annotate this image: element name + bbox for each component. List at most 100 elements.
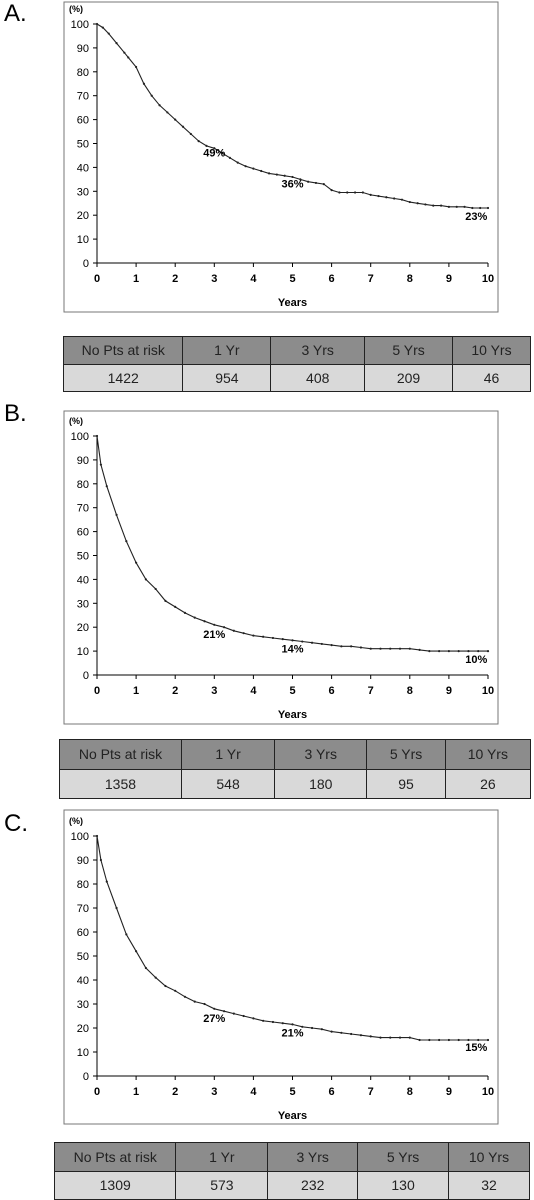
plot-frame: [63, 809, 499, 1125]
y-tick-label: 100: [71, 19, 89, 31]
table-header-cell: 10 Yrs: [447, 1142, 531, 1172]
survival-point: [260, 169, 263, 173]
survival-point: [439, 204, 443, 207]
survival-point: [486, 1038, 490, 1042]
survival-point: [438, 1038, 441, 1042]
survival-point: [174, 605, 177, 608]
survival-point: [125, 933, 128, 936]
survival-point: [408, 200, 411, 204]
table-value-cell: 573: [175, 1170, 269, 1200]
y-tick-label: 100: [71, 831, 89, 843]
x-tick-label: 1: [133, 685, 139, 697]
x-tick-label: 4: [250, 1086, 257, 1098]
survival-point: [447, 205, 450, 208]
patients-at-risk-table: No Pts at risk 1 Yr 3 Yrs 5 Yrs 10 Yrs 1…: [62, 336, 532, 392]
table-value-cell: 209: [364, 363, 453, 392]
y-tick-label: 80: [77, 479, 89, 491]
survival-point: [369, 647, 372, 650]
survival-point: [197, 140, 200, 143]
survival-point: [242, 1014, 245, 1018]
survival-point: [408, 647, 411, 650]
y-tick-label: 30: [77, 999, 89, 1011]
x-tick-label: 8: [407, 685, 413, 697]
survival-point: [222, 1010, 226, 1013]
survival-point: [105, 485, 108, 488]
x-tick-label: 9: [446, 273, 452, 285]
survival-point: [158, 104, 161, 107]
survival-point: [115, 42, 118, 45]
table-header-cell: 5 Yrs: [366, 739, 446, 770]
y-tick-label: 30: [77, 598, 89, 610]
survival-point: [457, 650, 460, 653]
survival-point: [359, 646, 363, 649]
panel-c: C. 0 10 20 30 40 50 60 70 80 90 100 0 1 2 3 4 5 6 7 8 9 10 (%)…: [0, 809, 534, 1200]
survival-point: [203, 620, 206, 623]
table-value-cell: 232: [267, 1170, 359, 1200]
survival-point: [408, 1036, 411, 1039]
y-tick-label: 100: [71, 431, 89, 443]
survival-point: [213, 623, 216, 626]
y-tick-label: 20: [77, 1023, 89, 1035]
survival-point: [330, 189, 333, 192]
x-tick-label: 5: [289, 685, 295, 697]
survival-point: [262, 635, 265, 638]
table-values-row: 1422 954 408 209 46: [62, 363, 532, 392]
survival-point: [164, 984, 167, 988]
survival-point: [369, 1035, 372, 1038]
table-value-cell: 26: [444, 768, 532, 799]
y-tick-label: 90: [77, 43, 89, 55]
y-tick-label: 80: [77, 67, 89, 79]
survival-point: [242, 632, 245, 635]
survival-point: [291, 639, 294, 642]
x-tick-label: 10: [482, 685, 494, 697]
table-value-cell: 1422: [62, 363, 184, 392]
x-tick-label: 4: [250, 685, 257, 697]
table-header-cell: No Pts at risk: [62, 336, 184, 365]
data-label: 23%: [465, 211, 487, 223]
table-value-cell: 46: [451, 363, 532, 392]
table-header-cell: 1 Yr: [175, 1142, 269, 1172]
x-tick-label: 0: [94, 1086, 100, 1098]
x-tick-label: 6: [329, 273, 335, 285]
data-label: 15%: [465, 1042, 487, 1054]
survival-point: [307, 180, 310, 183]
table-value-cell: 408: [270, 363, 366, 392]
survival-point: [320, 1028, 323, 1031]
table-value-cell: 130: [357, 1170, 449, 1200]
survival-point: [385, 196, 388, 199]
survival-point: [291, 1023, 294, 1026]
survival-point: [455, 205, 458, 208]
survival-point: [115, 513, 118, 516]
table-header-cell: 3 Yrs: [270, 336, 366, 365]
survival-point: [467, 1038, 470, 1042]
y-tick-label: 10: [77, 1047, 89, 1059]
y-tick-label: 30: [77, 186, 89, 198]
y-tick-label: 20: [77, 622, 89, 634]
x-tick-label: 10: [482, 273, 494, 285]
x-tick-label: 4: [250, 273, 257, 285]
survival-point: [398, 1036, 402, 1039]
survival-point: [183, 995, 187, 998]
survival-point: [379, 647, 382, 650]
survival-point: [107, 32, 110, 35]
data-label: 21%: [203, 629, 225, 641]
survival-point: [471, 206, 474, 210]
survival-point: [271, 636, 275, 640]
survival-point: [95, 834, 99, 838]
table-values-row: 1309 573 232 130 32: [53, 1170, 531, 1200]
data-label: 49%: [203, 148, 225, 160]
survival-point: [281, 1022, 284, 1025]
survival-point: [432, 204, 435, 207]
survival-point: [330, 644, 333, 647]
table-value-cell: 1309: [53, 1170, 177, 1200]
survival-point: [125, 540, 128, 543]
survival-point: [222, 626, 226, 629]
survival-point: [203, 1002, 206, 1006]
survival-point: [379, 1036, 382, 1039]
table-header-row: No Pts at risk 1 Yr 3 Yrs 5 Yrs 10 Yrs: [59, 739, 532, 770]
survival-point: [115, 906, 118, 910]
y-tick-label: 90: [77, 855, 89, 867]
survival-point: [301, 1025, 304, 1028]
table-header-row: No Pts at risk 1 Yr 3 Yrs 5 Yrs 10 Yrs: [53, 1142, 531, 1172]
survival-point: [101, 26, 104, 29]
